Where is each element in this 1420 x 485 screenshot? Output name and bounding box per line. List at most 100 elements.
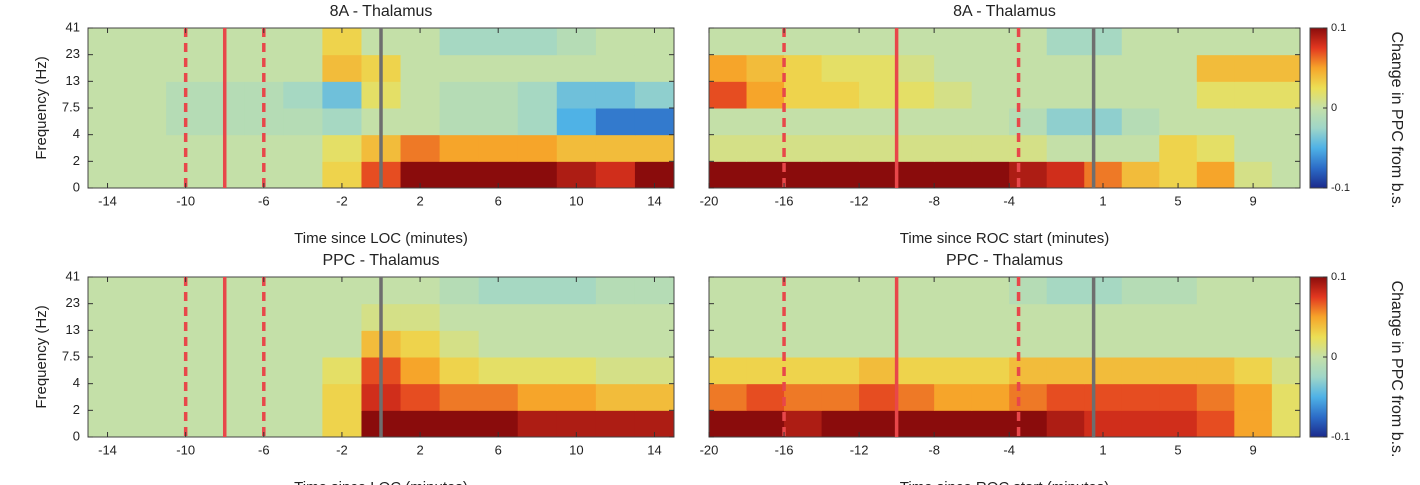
x-tick-label: 2 [416, 193, 423, 208]
x-tick-label: 9 [1249, 442, 1256, 457]
heatmap-cell [1009, 81, 1048, 109]
heatmap-cell [971, 54, 1010, 82]
heatmap-cell [127, 410, 167, 438]
heatmap-cell [1009, 54, 1048, 82]
heatmap-cell [821, 54, 860, 82]
x-tick-label: -6 [258, 442, 270, 457]
heatmap-cell [934, 54, 973, 82]
heatmap-cell [859, 303, 898, 331]
heatmap-cell [517, 134, 558, 162]
heatmap-cell [322, 330, 362, 358]
heatmap-cell [934, 330, 973, 358]
panel-title: PPC - Thalamus [322, 252, 439, 269]
heatmap-cell [517, 277, 558, 305]
x-tick-label: 1 [1099, 442, 1106, 457]
heatmap-cell [517, 108, 558, 136]
heatmap-cell [439, 330, 480, 358]
colorbar-label: Change in PPC from b.s. [1388, 281, 1405, 458]
heatmap-cell [634, 108, 675, 136]
heatmap-cell [556, 81, 597, 109]
heatmap-cell [88, 54, 128, 82]
heatmap-cell [784, 357, 823, 385]
heatmap-cell [595, 410, 636, 438]
heatmap-cell [517, 383, 558, 411]
heatmap-cell [634, 81, 675, 109]
x-tick-label: 5 [1174, 442, 1181, 457]
heatmap-cell [1009, 303, 1048, 331]
heatmap-cell [1196, 28, 1235, 56]
heatmap-cell [821, 134, 860, 162]
x-axis-label: Time since LOC (minutes) [294, 479, 468, 485]
heatmap-cell [1046, 277, 1085, 305]
colorbar-tick-label: 0 [1331, 351, 1337, 363]
x-axis-label: Time since ROC start (minutes) [900, 479, 1109, 485]
heatmap-cell [1121, 28, 1160, 56]
heatmap-cell [88, 303, 128, 331]
heatmap-cell [971, 81, 1010, 109]
heatmap-cell [283, 28, 323, 56]
heatmap-cell [556, 54, 597, 82]
x-tick-label: -4 [1003, 193, 1015, 208]
heatmap-cell [1046, 303, 1085, 331]
heatmap-cell [971, 357, 1010, 385]
heatmap-cell [896, 161, 935, 189]
heatmap-cell [934, 134, 973, 162]
colorbar-tick-label: -0.1 [1331, 182, 1350, 194]
heatmap-cell [478, 108, 519, 136]
heatmap-cell [746, 108, 785, 136]
heatmap-cell [746, 81, 785, 109]
heatmap-cell [1009, 161, 1048, 189]
heatmap-cell [556, 357, 597, 385]
heatmap-cell [821, 81, 860, 109]
heatmap-cell [127, 134, 167, 162]
heatmap-cell [322, 81, 362, 109]
heatmap-cell [478, 357, 519, 385]
heatmap-cell [1271, 28, 1301, 56]
heatmap-cell [283, 81, 323, 109]
x-axis-label: Time since ROC start (minutes) [900, 230, 1109, 247]
heatmap-cell [896, 357, 935, 385]
heatmap-cell [1159, 357, 1198, 385]
panel-title: 8A - Thalamus [953, 3, 1056, 20]
heatmap-cell [1196, 54, 1235, 82]
heatmap-cell [439, 410, 480, 438]
heatmap-cell [322, 134, 362, 162]
heatmap-cell [1084, 383, 1123, 411]
heatmap-cell [322, 108, 362, 136]
heatmap-cell [934, 108, 973, 136]
heatmap-cell [859, 383, 898, 411]
heatmap-cell [746, 277, 785, 305]
heatmap-cell [517, 357, 558, 385]
heatmap-cell [1046, 330, 1085, 358]
y-tick-label: 23 [66, 295, 80, 310]
heatmap-cell [859, 28, 898, 56]
heatmap-cell [709, 54, 748, 82]
heatmap-cell [1009, 383, 1048, 411]
heatmap-cell [1196, 134, 1235, 162]
heatmap-cell [859, 357, 898, 385]
heatmap-cell [1271, 81, 1301, 109]
heatmap-cell [556, 134, 597, 162]
heatmap-cell [634, 54, 675, 82]
heatmap-cell [556, 383, 597, 411]
heatmap-cell [971, 330, 1010, 358]
heatmap-cell [746, 383, 785, 411]
heatmap-cell [1159, 134, 1198, 162]
heatmap-cell [478, 81, 519, 109]
heatmap-cell [896, 134, 935, 162]
heatmap-cell [784, 161, 823, 189]
x-tick-label: 10 [569, 193, 583, 208]
heatmap-cell [746, 410, 785, 438]
heatmap-cell [1121, 410, 1160, 438]
heatmap-cell [1234, 54, 1273, 82]
x-tick-label: 9 [1249, 193, 1256, 208]
heatmap-cell [1046, 28, 1085, 56]
heatmap-cell [439, 134, 480, 162]
x-tick-label: 14 [647, 193, 661, 208]
heatmap-cell [127, 277, 167, 305]
heatmap-cell [400, 383, 441, 411]
heatmap-cell [595, 134, 636, 162]
colorbar-label: Change in PPC from b.s. [1388, 32, 1405, 209]
heatmap-cell [896, 410, 935, 438]
heatmap-cell [1234, 134, 1273, 162]
